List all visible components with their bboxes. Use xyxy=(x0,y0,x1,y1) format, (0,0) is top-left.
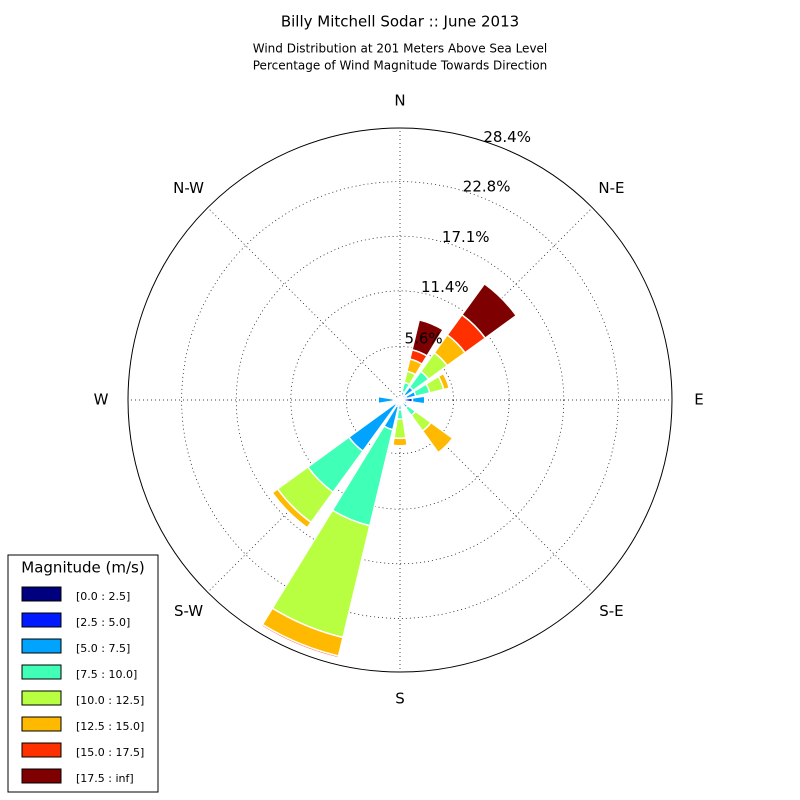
chart-subtitle: Wind Distribution at 201 Meters Above Se… xyxy=(253,42,548,56)
grid-spoke xyxy=(207,207,401,401)
bar-segment xyxy=(411,319,445,357)
chart-title: Billy Mitchell Sodar :: June 2013 xyxy=(281,13,519,31)
legend-label: [0.0 : 2.5] xyxy=(76,590,130,603)
legend-swatch xyxy=(21,768,62,784)
bar-segment xyxy=(442,373,451,389)
r-tick-label: 5.6% xyxy=(405,330,443,348)
chart-subtitle: Percentage of Wind Magnitude Towards Dir… xyxy=(253,59,547,73)
legend-label: [10.0 : 12.5] xyxy=(76,694,144,707)
bar-segment xyxy=(411,395,426,405)
grid-ring xyxy=(235,235,565,565)
bar-segment xyxy=(460,282,518,340)
grid-ring xyxy=(127,127,673,673)
angle-label: N-W xyxy=(173,179,204,197)
angle-label: W xyxy=(94,391,109,409)
legend-swatch xyxy=(21,742,62,758)
r-tick-label: 17.1% xyxy=(442,228,490,246)
legend-swatch xyxy=(21,612,62,628)
angle-label: S xyxy=(395,690,405,708)
legend-swatch xyxy=(21,716,62,732)
legend-label: [7.5 : 10.0] xyxy=(76,668,137,681)
angle-label: N-E xyxy=(598,179,624,197)
r-tick-label: 22.8% xyxy=(463,177,511,195)
grid-spoke xyxy=(399,399,593,593)
grid-ring xyxy=(181,181,619,619)
bar-segment xyxy=(271,492,308,529)
legend-swatch xyxy=(21,638,62,654)
grid-ring xyxy=(346,346,454,454)
r-tick-label: 11.4% xyxy=(421,278,469,296)
legend-label: [15.0 : 17.5] xyxy=(76,746,144,759)
legend-swatch xyxy=(21,586,62,602)
angle-label: N xyxy=(394,92,405,110)
angle-label: S-W xyxy=(174,602,203,620)
legend-label: [5.0 : 7.5] xyxy=(76,642,130,655)
legend-swatch xyxy=(21,690,62,706)
angle-label: E xyxy=(694,391,703,409)
bar-segment xyxy=(393,418,407,440)
bar-segment xyxy=(392,444,408,447)
bar-segment xyxy=(377,395,395,405)
angle-label: S-E xyxy=(599,602,623,620)
grid-ring xyxy=(290,290,510,510)
bar-segment xyxy=(437,437,454,454)
r-tick-label: 28.4% xyxy=(483,128,531,146)
bar-segment xyxy=(391,436,409,447)
bar-segment xyxy=(405,401,409,405)
legend-label: [17.5 : inf] xyxy=(76,772,134,785)
legend-title: Magnitude (m/s) xyxy=(21,559,144,577)
legend-label: [2.5 : 5.0] xyxy=(76,616,130,629)
legend-swatch xyxy=(21,664,62,680)
legend-label: [12.5 : 15.0] xyxy=(76,720,144,733)
